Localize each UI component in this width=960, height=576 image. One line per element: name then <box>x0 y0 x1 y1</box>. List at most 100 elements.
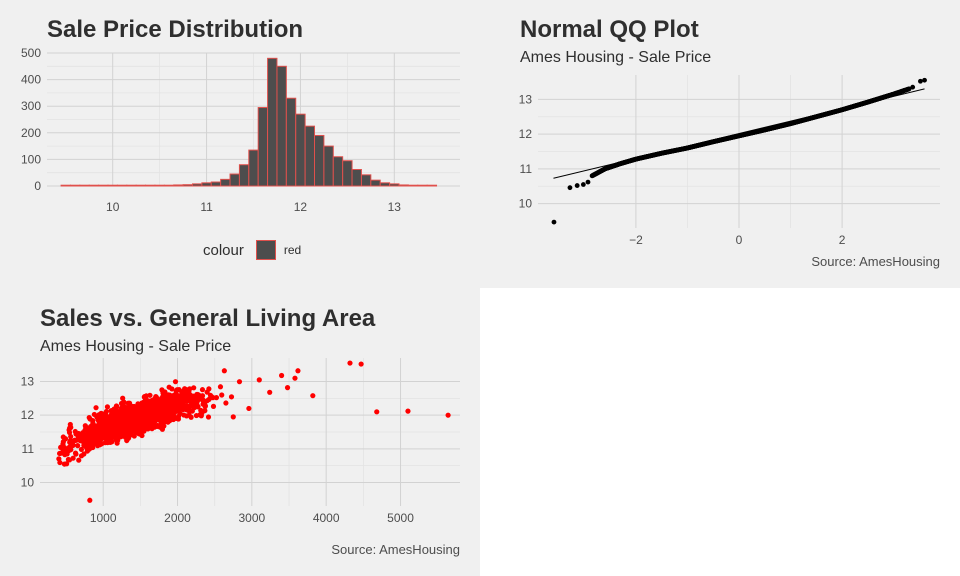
scatter-point <box>199 387 206 393</box>
histogram-bar <box>314 134 325 187</box>
scatter-point <box>67 421 73 428</box>
scatter-point <box>256 377 262 383</box>
scatter-point <box>166 400 172 406</box>
scatter-point <box>198 413 204 419</box>
scatter-point <box>125 400 131 406</box>
scatter-point <box>99 412 105 419</box>
qq-point <box>906 86 912 92</box>
scatter-point <box>136 431 142 437</box>
y-tick-label: 13 <box>21 375 35 389</box>
scatter-point <box>217 384 224 390</box>
histogram-bar <box>398 184 409 187</box>
scatter-point <box>236 379 243 385</box>
x-tick-label: 2000 <box>164 511 191 525</box>
scatter-point <box>284 385 291 391</box>
x-tick-label: 10 <box>106 200 120 214</box>
histogram-bar <box>154 184 165 187</box>
histogram-bar <box>267 57 278 187</box>
scatter-point <box>105 421 111 427</box>
scatter-point <box>405 408 411 414</box>
scatter-point <box>278 372 285 379</box>
histogram-bar <box>351 169 362 187</box>
scatter-point <box>137 410 143 416</box>
scatter-point <box>85 440 92 446</box>
scatter-point <box>114 419 121 425</box>
scatter-point <box>219 392 225 398</box>
histogram-bar <box>79 184 90 187</box>
scatter-point <box>145 407 152 414</box>
scatter-point <box>188 414 194 420</box>
qq-point <box>580 182 586 187</box>
scatter-point <box>347 360 353 366</box>
scatter-point <box>133 410 139 416</box>
qq-point <box>567 185 573 191</box>
scatter-point <box>193 412 200 419</box>
scatter-point <box>202 403 208 410</box>
scatter-point <box>128 430 134 436</box>
scatter-point <box>221 368 227 374</box>
scatter-point <box>81 451 87 457</box>
scatter-point <box>134 423 141 430</box>
histogram-bar <box>342 160 353 187</box>
scatter-point <box>78 446 85 453</box>
histogram-bar <box>304 125 316 187</box>
scatter-point <box>107 415 113 421</box>
qq-point <box>918 78 923 84</box>
x-tick-label: 2 <box>839 233 846 247</box>
scatter-point <box>119 423 125 429</box>
scatter-point <box>162 389 168 395</box>
histogram-bar <box>182 184 193 187</box>
scatter-point <box>147 417 153 423</box>
histogram-bar <box>116 184 128 187</box>
histogram-panel: Sale Price Distribution 10 11 12 13 0 100 200 3… <box>0 0 480 288</box>
x-tick-label: 3000 <box>239 511 266 525</box>
scatter-point <box>183 388 190 395</box>
scatter-point <box>374 409 380 415</box>
histogram-bar <box>145 184 156 187</box>
scatter-point <box>292 375 298 381</box>
scatter-point <box>194 393 200 399</box>
qq-reference-line <box>553 88 925 179</box>
histogram-legend: colour red <box>203 240 301 260</box>
scatter-point <box>177 397 184 403</box>
qq-caption: Source: AmesHousing <box>811 254 940 269</box>
scatter-point <box>199 396 206 402</box>
y-tick-label: 12 <box>21 408 35 422</box>
scatter-point <box>191 385 197 391</box>
qq-point <box>922 77 927 83</box>
scatter-point <box>142 413 148 419</box>
y-tick-label: 11 <box>520 162 533 176</box>
scatter-point <box>67 447 73 453</box>
scatter-point <box>99 435 105 441</box>
scatter-point <box>159 405 165 411</box>
scatter-plot: 1000 2000 3000 4000 5000 10 11 12 13 <box>21 358 460 525</box>
histogram-bar <box>257 107 269 187</box>
scatter-point <box>136 403 142 409</box>
histogram-bar <box>88 184 100 187</box>
qq-subtitle: Ames Housing - Sale Price <box>520 49 712 66</box>
histogram-title: Sale Price Distribution <box>47 16 304 43</box>
scatter-point <box>167 405 173 411</box>
scatter-point <box>230 414 236 420</box>
scatter-point <box>177 410 183 417</box>
y-tick-label: 500 <box>21 46 41 60</box>
scatter-point <box>119 409 125 416</box>
scatter-point <box>91 432 97 439</box>
histogram-bar <box>220 178 231 187</box>
scatter-point <box>210 395 216 401</box>
scatter-point <box>97 442 103 448</box>
y-tick-label: 12 <box>519 127 533 141</box>
histogram-bar <box>173 184 184 187</box>
legend-label: red <box>283 243 302 257</box>
scatter-caption: Source: AmesHousing <box>331 542 460 557</box>
scatter-point <box>191 403 197 410</box>
scatter-point <box>223 400 229 406</box>
scatter-point <box>85 425 91 431</box>
y-tick-label: 100 <box>21 152 41 166</box>
scatter-point <box>204 389 210 395</box>
scatter-point <box>103 408 109 415</box>
y-tick-label: 400 <box>21 73 41 87</box>
scatter-point <box>160 396 167 402</box>
scatter-point <box>169 386 175 392</box>
scatter-point <box>171 413 177 419</box>
